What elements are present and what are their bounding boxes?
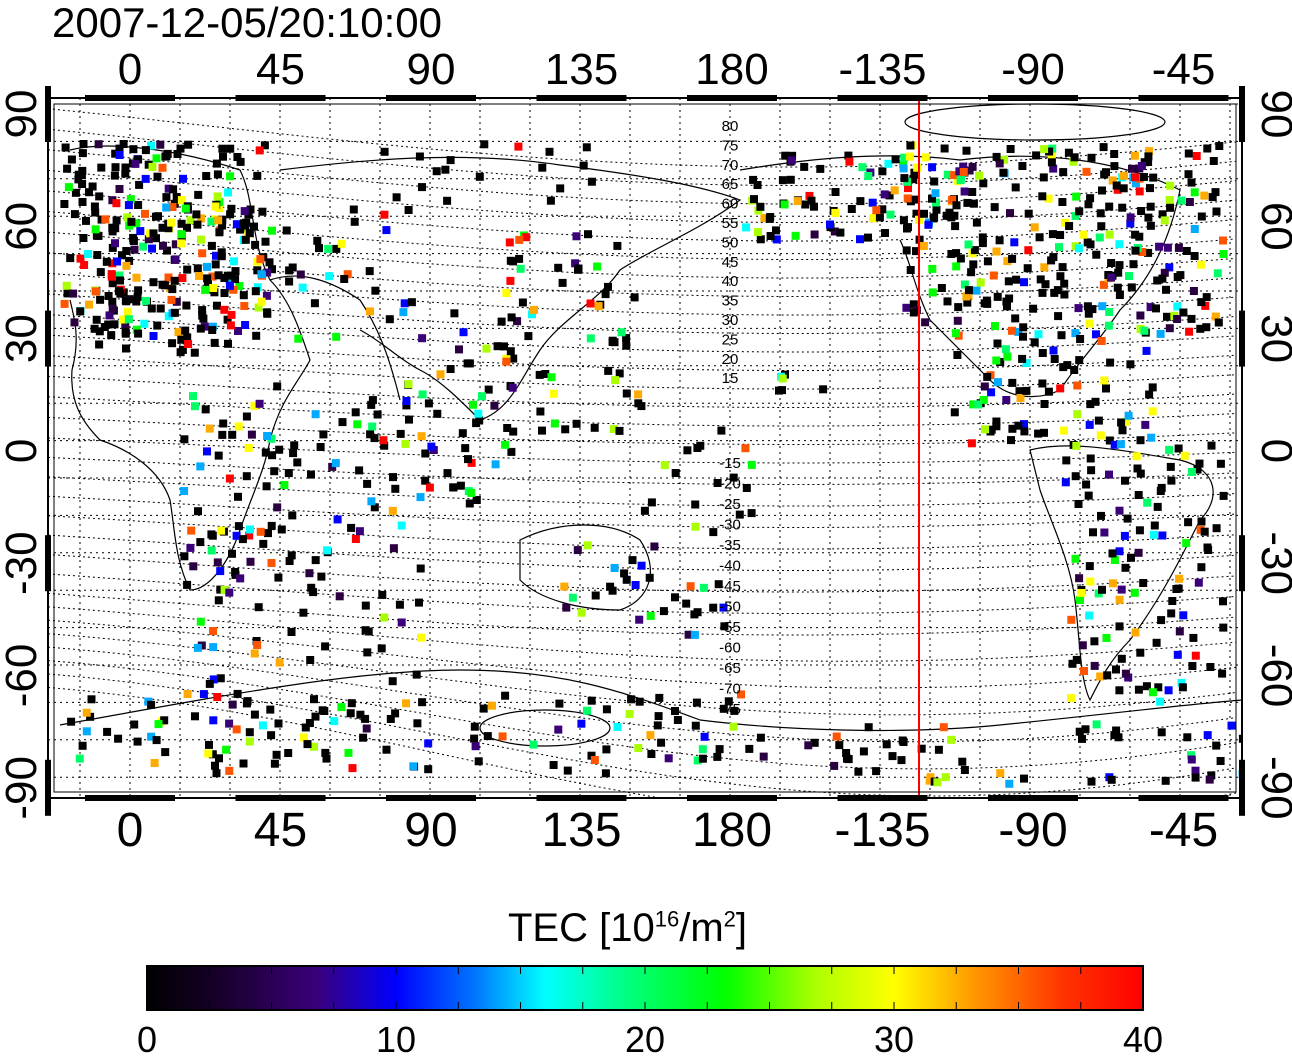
left-lat-tick: 30	[0, 314, 46, 363]
coastlines	[59, 103, 1242, 747]
tec-observations	[60, 140, 1242, 788]
contour-label: 35	[722, 293, 739, 310]
contour-label: -75	[719, 701, 741, 718]
contour-label: -45	[719, 578, 741, 595]
right-lat-tick: 0	[1252, 439, 1292, 463]
top-lon-tick: 0	[118, 45, 142, 94]
contour-label: -15	[719, 455, 741, 472]
left-lat-tick: -30	[0, 531, 46, 595]
contour-label: 75	[722, 137, 739, 154]
contour-label: 40	[722, 273, 739, 290]
colorbar-tick: 40	[1123, 1019, 1163, 1057]
top-lon-tick: 90	[407, 45, 456, 94]
colorbar-tick: 30	[874, 1019, 914, 1057]
bottom-lon-tick: 135	[541, 804, 621, 857]
left-latitude-labels: 90 60 30 0 -30 -60 -90	[0, 90, 46, 820]
bottom-lon-tick: 45	[254, 804, 307, 857]
contour-label: -35	[719, 537, 741, 554]
contour-label: -40	[719, 558, 741, 575]
bottom-lon-tick: 90	[404, 804, 457, 857]
contour-label: 20	[722, 351, 739, 368]
top-lon-tick: -90	[1001, 45, 1065, 94]
left-lat-tick: 0	[0, 439, 46, 463]
colorbar-tick: 0	[137, 1019, 157, 1057]
contour-label: -30	[719, 517, 741, 534]
right-lat-tick: -90	[1252, 756, 1292, 820]
contour-label: 25	[722, 331, 739, 348]
top-lon-tick: -135	[838, 45, 926, 94]
right-lat-tick: -60	[1252, 644, 1292, 708]
contour-label: -25	[719, 496, 741, 513]
bottom-lon-tick: 0	[117, 804, 144, 857]
right-lat-tick: 90	[1252, 90, 1292, 139]
map-frame	[47, 97, 1243, 799]
colorbar-tick-labels: 0 10 20 30 40	[137, 1019, 1163, 1057]
contour-label: 80	[722, 118, 739, 135]
top-lon-tick: 180	[695, 45, 768, 94]
contour-label: -65	[719, 660, 741, 677]
bottom-lon-tick: -90	[998, 804, 1067, 857]
top-longitude-labels: 0 45 90 135 180 -135 -90 -45	[118, 45, 1216, 94]
top-lon-tick: 45	[256, 45, 305, 94]
left-lat-tick: 90	[0, 90, 46, 139]
bottom-lon-tick: -45	[1149, 804, 1218, 857]
contour-label: 60	[722, 196, 739, 213]
frame-ticks	[45, 86, 1245, 816]
contour-label: 55	[722, 215, 739, 232]
right-lat-tick: 60	[1252, 202, 1292, 251]
contour-label: 50	[722, 234, 739, 251]
contour-label: 70	[722, 157, 739, 174]
timestamp-title: 2007-12-05/20:10:00	[52, 0, 442, 46]
contour-label: -50	[719, 599, 741, 616]
top-lon-tick: -45	[1152, 45, 1216, 94]
left-lat-tick: -90	[0, 756, 46, 820]
contour-label: -60	[719, 640, 741, 657]
contour-label: 45	[722, 254, 739, 271]
colorbar-minor-ticks	[208, 966, 1082, 1010]
bottom-lon-tick: 180	[692, 804, 772, 857]
contour-label: 65	[722, 176, 739, 193]
contour-label: -70	[719, 681, 741, 698]
bottom-lon-tick: -135	[834, 804, 930, 857]
colorbar-title: TEC [1016/m2]	[508, 906, 748, 950]
contour-label: -55	[719, 619, 741, 636]
right-latitude-labels: 90 60 30 0 -30 -60 -90	[1252, 90, 1292, 820]
left-lat-tick: -60	[0, 644, 46, 708]
contour-label: 15	[722, 370, 739, 387]
right-lat-tick: 30	[1252, 314, 1292, 363]
colorbar-tick: 10	[376, 1019, 416, 1057]
colorbar-tick: 20	[625, 1019, 665, 1057]
right-lat-tick: -30	[1252, 531, 1292, 595]
contour-label: 30	[722, 312, 739, 329]
top-lon-tick: 135	[545, 45, 618, 94]
bottom-longitude-labels: 0 45 90 135 180 -135 -90 -45	[117, 804, 1219, 857]
contour-label: -20	[719, 476, 741, 493]
contour-labels: 80 75 70 65 60 55 50 45 40 35 30 25 20 15 -15 -20 -25 -30…	[719, 118, 741, 718]
left-lat-tick: 60	[0, 202, 46, 251]
